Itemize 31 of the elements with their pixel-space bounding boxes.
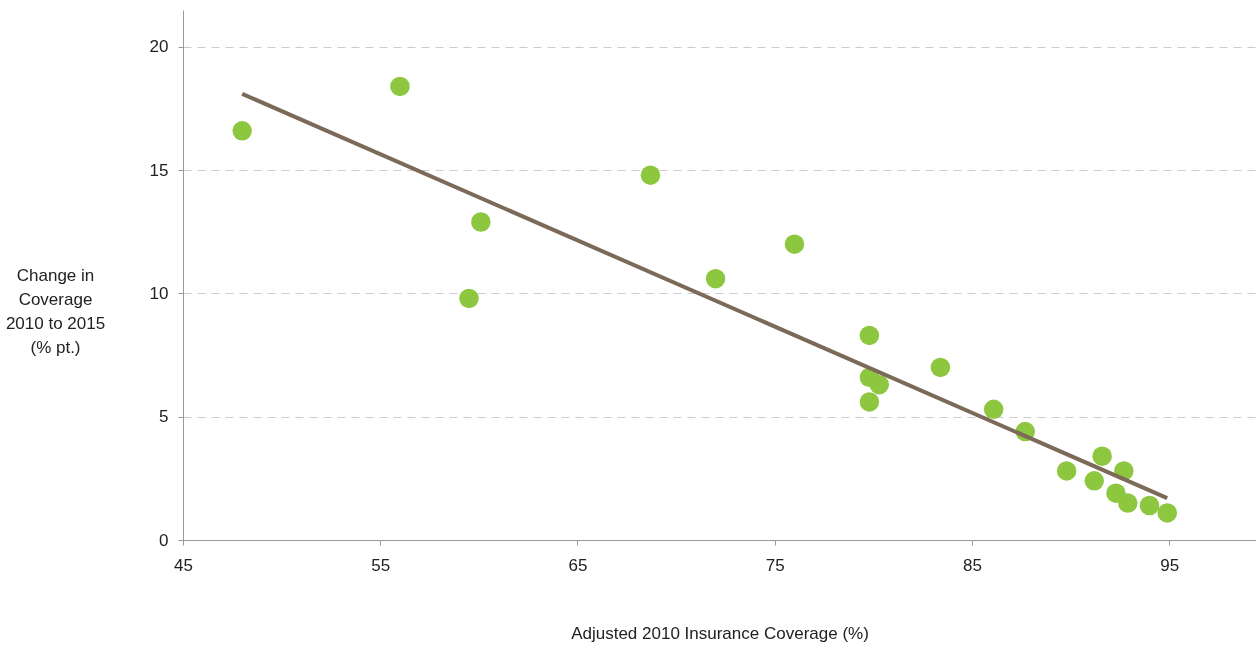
x-axis-title: Adjusted 2010 Insurance Coverage (%) — [571, 623, 869, 643]
point — [859, 392, 880, 412]
y-axis-title: Change in Coverage 2010 to 2015 (% pt.) — [5, 265, 106, 357]
y-tick-label: 20 — [149, 37, 169, 57]
point — [930, 357, 951, 378]
point — [471, 212, 491, 232]
x-tick-label: 75 — [765, 555, 785, 575]
x-tick-label: 95 — [1160, 555, 1180, 575]
y-tick-label: 5 — [159, 407, 169, 427]
point — [1118, 493, 1138, 513]
y-tick-label: 10 — [149, 283, 169, 303]
point — [1056, 461, 1077, 481]
y-tick-label: 0 — [159, 530, 169, 550]
point — [459, 288, 479, 309]
point — [784, 234, 805, 254]
x-tick-label: 85 — [963, 555, 982, 575]
point — [390, 76, 410, 97]
point — [232, 121, 252, 141]
point — [869, 374, 890, 395]
x-tick-label: 55 — [371, 555, 391, 575]
point — [1084, 471, 1105, 491]
x-tick-label: 65 — [568, 555, 588, 575]
x-tick-label: 45 — [174, 555, 193, 575]
point — [1139, 495, 1160, 516]
point — [705, 268, 726, 289]
point — [1157, 503, 1177, 523]
point — [983, 399, 1004, 420]
point — [1092, 446, 1112, 466]
y-tick-label: 15 — [149, 160, 169, 180]
point — [859, 325, 880, 346]
point — [640, 165, 661, 185]
